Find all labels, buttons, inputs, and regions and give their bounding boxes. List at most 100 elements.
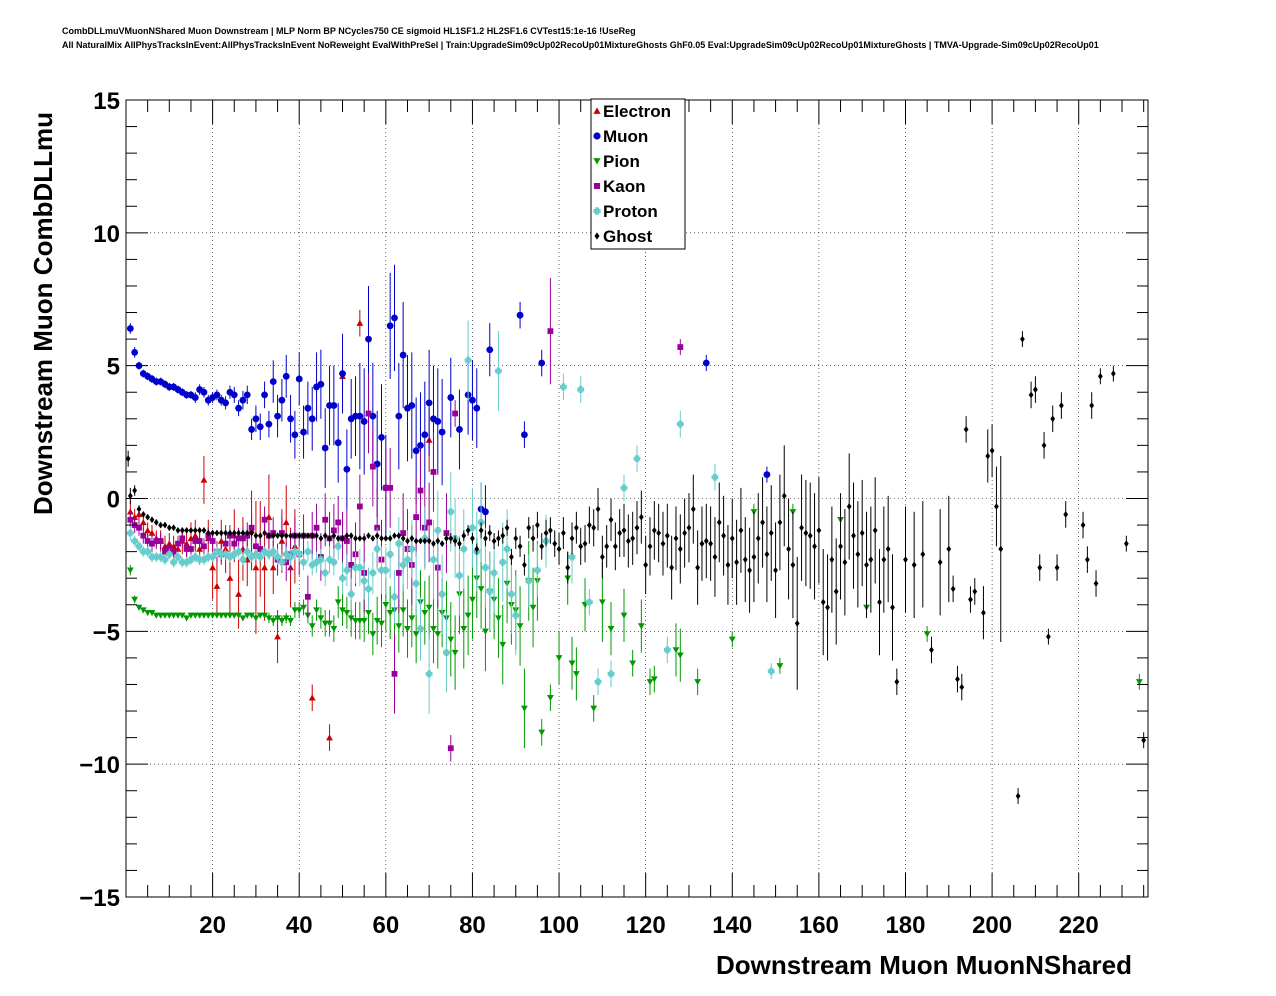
data-point bbox=[391, 314, 398, 322]
data-point bbox=[470, 534, 475, 542]
data-point bbox=[399, 561, 407, 569]
data-point bbox=[308, 623, 316, 630]
x-tick-label: 140 bbox=[712, 912, 752, 939]
data-point bbox=[395, 540, 403, 548]
data-point bbox=[456, 426, 463, 433]
data-point bbox=[283, 532, 289, 540]
data-point bbox=[620, 612, 628, 619]
data-point bbox=[330, 402, 338, 409]
data-point bbox=[235, 612, 242, 619]
data-point bbox=[894, 678, 900, 686]
data-point bbox=[408, 615, 416, 622]
data-point bbox=[274, 412, 281, 420]
data-point bbox=[448, 534, 454, 542]
data-point bbox=[694, 679, 702, 686]
data-point bbox=[859, 529, 865, 537]
data-point bbox=[140, 532, 147, 539]
data-point bbox=[348, 532, 354, 540]
data-point bbox=[235, 404, 242, 412]
y-tick-label: −15 bbox=[79, 885, 120, 912]
data-point bbox=[292, 532, 298, 540]
y-tick-label: −10 bbox=[79, 752, 120, 779]
data-point bbox=[764, 550, 770, 558]
data-point bbox=[313, 524, 320, 531]
data-point bbox=[209, 564, 217, 571]
data-point bbox=[144, 548, 152, 556]
data-point bbox=[226, 612, 234, 619]
data-point bbox=[184, 526, 190, 534]
data-point bbox=[816, 526, 822, 534]
data-point bbox=[482, 508, 489, 516]
data-point bbox=[365, 585, 372, 593]
data-point bbox=[431, 540, 436, 548]
data-point bbox=[421, 431, 429, 439]
data-point bbox=[676, 420, 684, 428]
x-tick-label: 160 bbox=[799, 912, 839, 939]
data-point bbox=[461, 532, 467, 540]
data-point bbox=[460, 625, 468, 633]
data-point bbox=[391, 670, 398, 677]
data-point bbox=[386, 550, 394, 558]
legend-marker-proton bbox=[593, 207, 601, 215]
data-point bbox=[200, 388, 208, 396]
data-point bbox=[304, 593, 311, 600]
data-point bbox=[149, 516, 155, 524]
data-point bbox=[378, 620, 385, 627]
data-point bbox=[252, 564, 260, 571]
data-point bbox=[374, 532, 380, 540]
data-point bbox=[213, 582, 221, 589]
data-point bbox=[417, 441, 424, 449]
data-point bbox=[295, 375, 303, 383]
data-point bbox=[139, 607, 147, 614]
data-point bbox=[248, 426, 255, 433]
chart-title-line-2: All NaturalMix AllPhysTracksInEvent:AllP… bbox=[62, 40, 1099, 50]
data-point bbox=[721, 532, 726, 540]
data-point bbox=[959, 683, 965, 691]
data-point bbox=[495, 615, 502, 622]
data-point bbox=[213, 391, 221, 399]
data-point bbox=[903, 556, 908, 564]
data-point bbox=[504, 524, 510, 532]
data-point bbox=[569, 534, 575, 542]
data-point bbox=[503, 545, 511, 553]
data-point bbox=[382, 484, 389, 491]
legend-box bbox=[590, 98, 686, 250]
data-point bbox=[430, 556, 437, 564]
data-point bbox=[265, 420, 273, 428]
data-point bbox=[522, 561, 527, 569]
data-point bbox=[829, 556, 835, 564]
data-point bbox=[425, 604, 433, 611]
data-point bbox=[1110, 370, 1116, 378]
data-point bbox=[825, 604, 830, 611]
data-point bbox=[509, 553, 514, 561]
data-point bbox=[201, 526, 207, 534]
data-point bbox=[369, 463, 376, 470]
data-point bbox=[239, 396, 247, 404]
data-point bbox=[235, 590, 242, 597]
data-point bbox=[465, 526, 471, 534]
data-point bbox=[443, 649, 450, 656]
data-point bbox=[132, 487, 138, 494]
data-point bbox=[365, 610, 372, 617]
data-point bbox=[339, 574, 346, 582]
data-point bbox=[1097, 372, 1103, 380]
data-point bbox=[578, 542, 584, 550]
data-point bbox=[365, 335, 372, 343]
data-point bbox=[500, 532, 506, 540]
legend-label-ghost: Ghost bbox=[603, 227, 652, 246]
data-point bbox=[776, 663, 784, 670]
data-point bbox=[274, 615, 281, 622]
data-point bbox=[126, 567, 134, 574]
data-point bbox=[373, 545, 381, 553]
data-point bbox=[145, 513, 151, 521]
data-point bbox=[287, 415, 294, 423]
data-point bbox=[136, 524, 142, 531]
data-point bbox=[590, 705, 598, 712]
data-point bbox=[218, 529, 224, 537]
data-point bbox=[152, 612, 160, 619]
data-point bbox=[321, 444, 329, 452]
data-point bbox=[513, 534, 519, 542]
data-point bbox=[261, 391, 268, 399]
data-point bbox=[230, 391, 238, 399]
data-point bbox=[621, 526, 627, 534]
